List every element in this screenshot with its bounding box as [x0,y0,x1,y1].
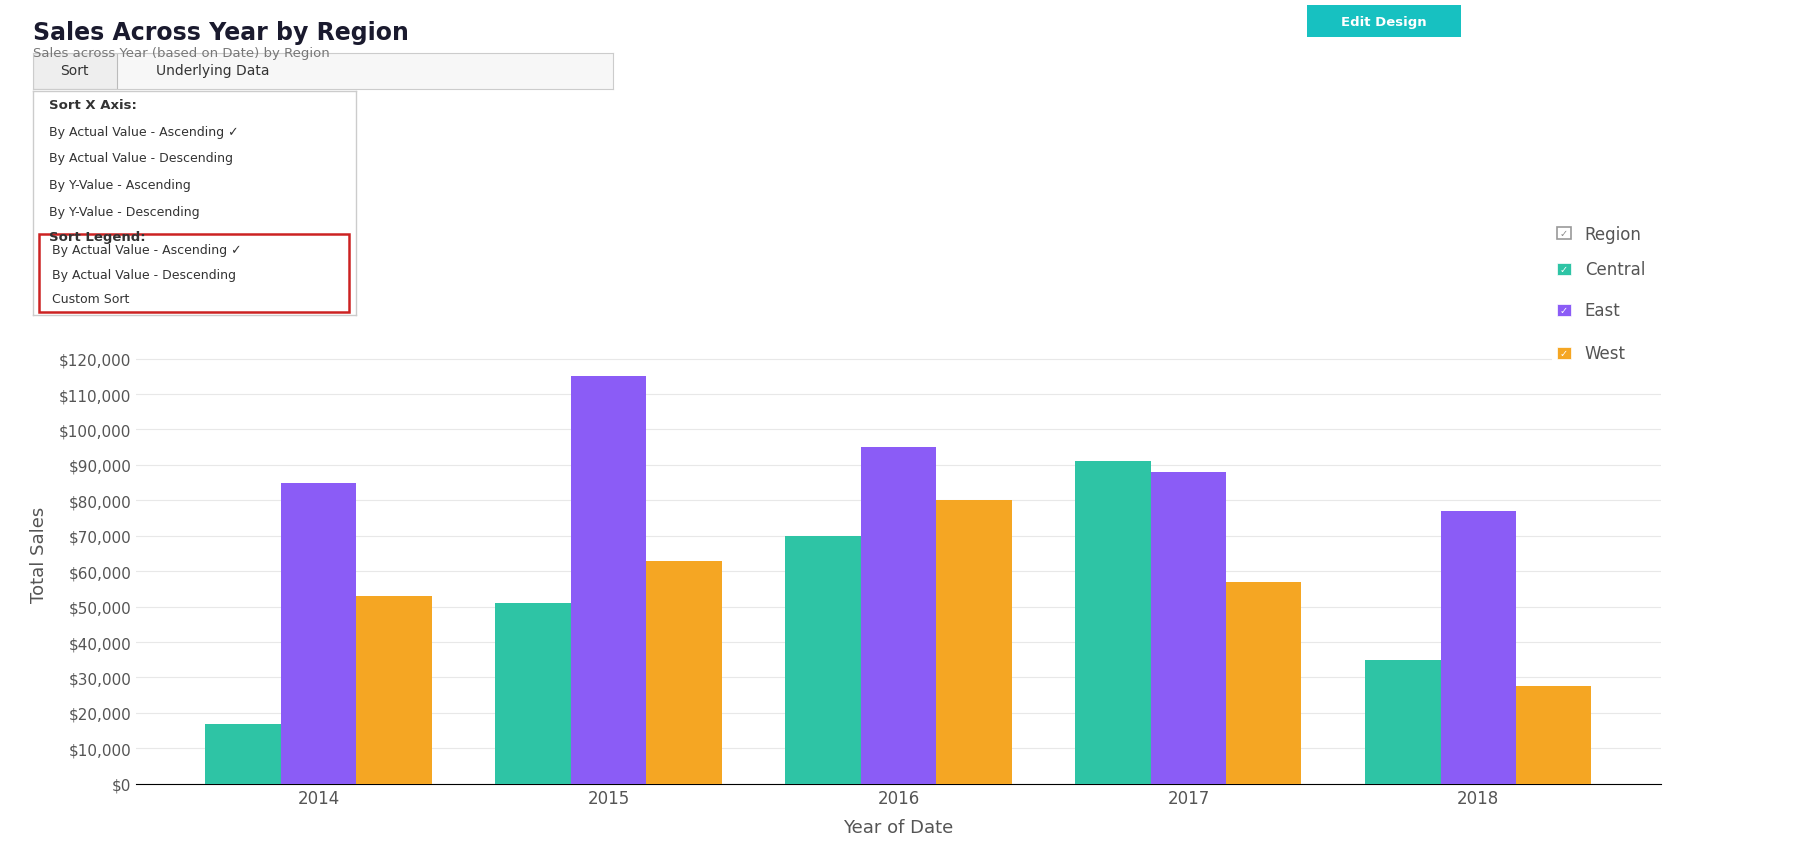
Bar [1515,687,1591,784]
Bar [1556,348,1569,360]
Text: Region: Region [1584,226,1642,244]
Bar [1364,660,1440,784]
Text: ✓: ✓ [1558,348,1567,359]
Bar [785,536,860,784]
Text: By Y-Value - Ascending: By Y-Value - Ascending [49,179,190,192]
Bar [860,447,936,784]
Text: Sales across Year (based on Date) by Region: Sales across Year (based on Date) by Reg… [33,47,328,60]
Text: Underlying Data: Underlying Data [156,64,268,78]
Text: By Actual Value - Ascending ✓: By Actual Value - Ascending ✓ [49,125,238,139]
Y-axis label: Total Sales: Total Sales [29,506,47,602]
Text: Sales Across Year by Region: Sales Across Year by Region [33,21,408,45]
Bar [40,235,348,313]
Text: Sort X Axis:: Sort X Axis: [49,99,136,112]
Text: ✓: ✓ [1558,306,1567,315]
Bar [1556,228,1569,240]
Bar [646,561,722,784]
Bar [1074,462,1150,784]
Text: By Actual Value - Descending: By Actual Value - Descending [49,153,232,165]
Text: Edit Design: Edit Design [1341,15,1426,29]
Text: Sort Legend:: Sort Legend: [49,230,145,244]
Bar [495,603,570,784]
Text: ✓: ✓ [1558,229,1567,239]
Bar [281,483,356,784]
Bar [1150,472,1226,784]
Text: Custom Sort: Custom Sort [53,293,129,306]
Bar [570,377,646,784]
Bar [1556,305,1569,317]
Text: East: East [1584,302,1620,320]
Text: By Y-Value - Descending: By Y-Value - Descending [49,206,200,219]
Bar [936,501,1010,784]
Text: West: West [1584,344,1625,363]
X-axis label: Year of Date: Year of Date [844,818,952,836]
Text: ✓: ✓ [1558,264,1567,274]
Bar [356,596,432,784]
Bar [205,723,281,784]
Text: By Actual Value - Descending: By Actual Value - Descending [53,268,236,281]
Text: Sort: Sort [60,64,89,78]
Text: By Actual Value - Ascending ✓: By Actual Value - Ascending ✓ [53,244,241,256]
Text: Central: Central [1584,260,1643,279]
Bar [33,54,116,89]
Bar [1226,582,1301,784]
Bar [1556,263,1569,275]
Bar [1440,511,1515,784]
